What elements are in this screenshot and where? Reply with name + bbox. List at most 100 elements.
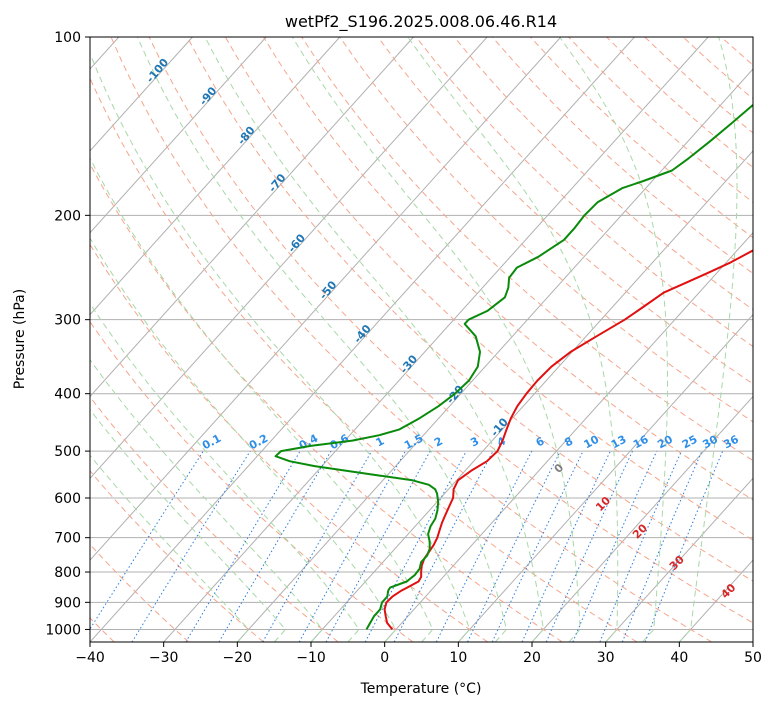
y-tick-label: 200 [54, 208, 81, 224]
axes: −40 −30 −20 −10 0 10 20 30 40 5010020030040050060… [45, 30, 762, 666]
mixing-ratio-line [435, 450, 533, 642]
moist-adiabat-label: -50 [317, 278, 340, 302]
dry-adiabat [90, 543, 190, 642]
mixing-ratio-label: 0.2 [247, 432, 270, 453]
mixing-ratio-label: 2 [432, 434, 445, 449]
isotherm [236, 68, 753, 642]
mixing-ratio-line [325, 450, 431, 642]
isotherm [457, 313, 753, 642]
mixing-ratio-line [262, 450, 373, 642]
isotherm [605, 477, 753, 642]
mixing-ratio-label: 8 [562, 434, 575, 449]
dry-adiabat-label: 20 [630, 521, 650, 541]
x-tick-label: 30 [597, 650, 615, 666]
chart-title: wetPf2_S196.2025.008.06.46.R14 [285, 12, 557, 32]
y-tick-label: 1000 [45, 622, 81, 638]
moist-adiabat [90, 408, 287, 642]
isotherm [310, 150, 753, 642]
mixing-ratio-label: 25 [680, 433, 700, 452]
mixing-ratio-line [599, 450, 682, 642]
isotherm [531, 395, 753, 642]
mixing-ratio-label: 1.5 [402, 432, 425, 453]
dry-adiabat [377, 37, 753, 385]
moist-adiabat [90, 302, 360, 642]
isotherm [90, 37, 341, 316]
x-tick-label: 10 [449, 650, 467, 666]
x-tick-label: 50 [744, 650, 762, 666]
dry-adiabat-label: 10 [593, 494, 613, 514]
mixing-ratio-line [491, 450, 584, 642]
y-tick-label: 500 [54, 444, 81, 460]
moist-adiabat [90, 454, 250, 642]
moist-adiabat [90, 157, 434, 642]
isotherm [90, 37, 635, 642]
mixing-ratio-label: 30 [700, 433, 720, 452]
x-tick-label: 40 [670, 650, 688, 666]
dry-adiabat [110, 37, 712, 642]
dry-adiabat-label: 40 [718, 581, 738, 601]
mixing-ratio-label: 10 [582, 433, 602, 452]
moist-adiabat [136, 37, 508, 642]
dry-adiabat [224, 37, 753, 541]
x-axis-label: Temperature (°C) [360, 681, 482, 697]
y-tick-label: 700 [54, 531, 81, 547]
isotherm [163, 37, 709, 642]
dry-adiabat [720, 37, 753, 66]
x-tick-label: −20 [223, 650, 253, 666]
mixing-ratio-label: 13 [609, 433, 629, 452]
dewpoint-profile [274, 103, 753, 630]
moist-adiabat [90, 358, 323, 642]
dry-adiabat [453, 37, 753, 311]
mixing-ratio-line [364, 450, 467, 642]
isotherm [90, 37, 562, 561]
dry-adiabat [682, 37, 753, 100]
isotherm [752, 641, 753, 642]
x-tick-label: −40 [75, 650, 105, 666]
mixing-ratio-line [185, 450, 301, 642]
dry-adiabat [263, 37, 753, 501]
moist-adiabat-label: -60 [285, 231, 308, 255]
dry-adiabat [90, 162, 563, 642]
dry-adiabat [644, 37, 753, 134]
y-tick-label: 600 [54, 491, 81, 507]
mixing-ratio-line [90, 450, 204, 630]
dry-adiabat [148, 37, 753, 624]
moist-adiabat-label: -30 [397, 352, 420, 376]
y-tick-label: 900 [54, 595, 81, 611]
x-tick-label: −30 [149, 650, 179, 666]
mixing-ratio-line [644, 450, 724, 642]
isotherm [90, 37, 488, 480]
x-tick-label: −10 [296, 650, 326, 666]
moist-adiabat [559, 37, 668, 642]
dry-adiabat [568, 37, 753, 203]
dry-adiabat [90, 470, 264, 642]
moist-adiabat-label: -40 [351, 322, 374, 346]
background-lines [90, 37, 775, 642]
plot-frame [89, 36, 754, 643]
dry-adiabat [90, 320, 414, 642]
mixing-ratio-line [545, 450, 633, 642]
dry-adiabat-label: 0 [552, 461, 567, 476]
y-axis-label: Pressure (hPa) [12, 289, 28, 389]
dry-adiabat [759, 37, 775, 642]
mixing-ratio-label: 0.4 [297, 432, 321, 453]
mixing-ratio-label: 36 [721, 433, 741, 452]
dry-adiabat [606, 37, 753, 169]
y-tick-label: 100 [54, 30, 81, 46]
isotherm [384, 231, 753, 642]
moist-adiabat-label: -90 [197, 84, 220, 108]
moist-adiabat [90, 237, 397, 642]
moist-adiabat-label: -80 [235, 124, 258, 148]
dry-adiabat [90, 243, 488, 642]
temperature-profile [383, 249, 753, 631]
y-tick-label: 800 [54, 565, 81, 581]
moist-adiabat-label: -70 [266, 171, 289, 195]
mixing-ratio-label: 16 [631, 433, 651, 452]
dry-adiabat [530, 37, 753, 239]
mixing-ratio-label: 0.1 [200, 432, 223, 453]
sounding-series [274, 103, 753, 631]
dry-adiabat [90, 396, 339, 642]
isotherm [90, 37, 267, 234]
isotherm [90, 37, 193, 152]
